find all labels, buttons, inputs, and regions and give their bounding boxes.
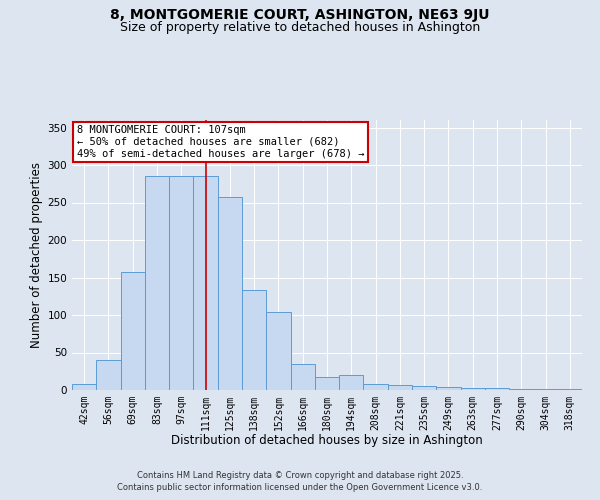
Y-axis label: Number of detached properties: Number of detached properties <box>30 162 43 348</box>
Bar <box>436 387 461 390</box>
Bar <box>145 176 169 390</box>
Text: Size of property relative to detached houses in Ashington: Size of property relative to detached ho… <box>120 21 480 34</box>
Bar <box>485 388 509 390</box>
Bar <box>509 388 533 390</box>
Bar <box>218 196 242 390</box>
Bar <box>364 384 388 390</box>
Bar <box>339 375 364 390</box>
Bar <box>72 384 96 390</box>
Bar <box>96 360 121 390</box>
Bar <box>533 388 558 390</box>
Bar <box>558 389 582 390</box>
Bar <box>193 176 218 390</box>
Bar <box>315 377 339 390</box>
X-axis label: Distribution of detached houses by size in Ashington: Distribution of detached houses by size … <box>171 434 483 448</box>
Bar <box>461 388 485 390</box>
Bar <box>266 312 290 390</box>
Text: Contains public sector information licensed under the Open Government Licence v3: Contains public sector information licen… <box>118 482 482 492</box>
Text: 8 MONTGOMERIE COURT: 107sqm
← 50% of detached houses are smaller (682)
49% of se: 8 MONTGOMERIE COURT: 107sqm ← 50% of det… <box>77 126 365 158</box>
Bar <box>388 385 412 390</box>
Bar <box>242 290 266 390</box>
Bar <box>121 272 145 390</box>
Bar <box>290 364 315 390</box>
Bar <box>169 176 193 390</box>
Text: Contains HM Land Registry data © Crown copyright and database right 2025.: Contains HM Land Registry data © Crown c… <box>137 472 463 480</box>
Text: 8, MONTGOMERIE COURT, ASHINGTON, NE63 9JU: 8, MONTGOMERIE COURT, ASHINGTON, NE63 9J… <box>110 8 490 22</box>
Bar <box>412 386 436 390</box>
